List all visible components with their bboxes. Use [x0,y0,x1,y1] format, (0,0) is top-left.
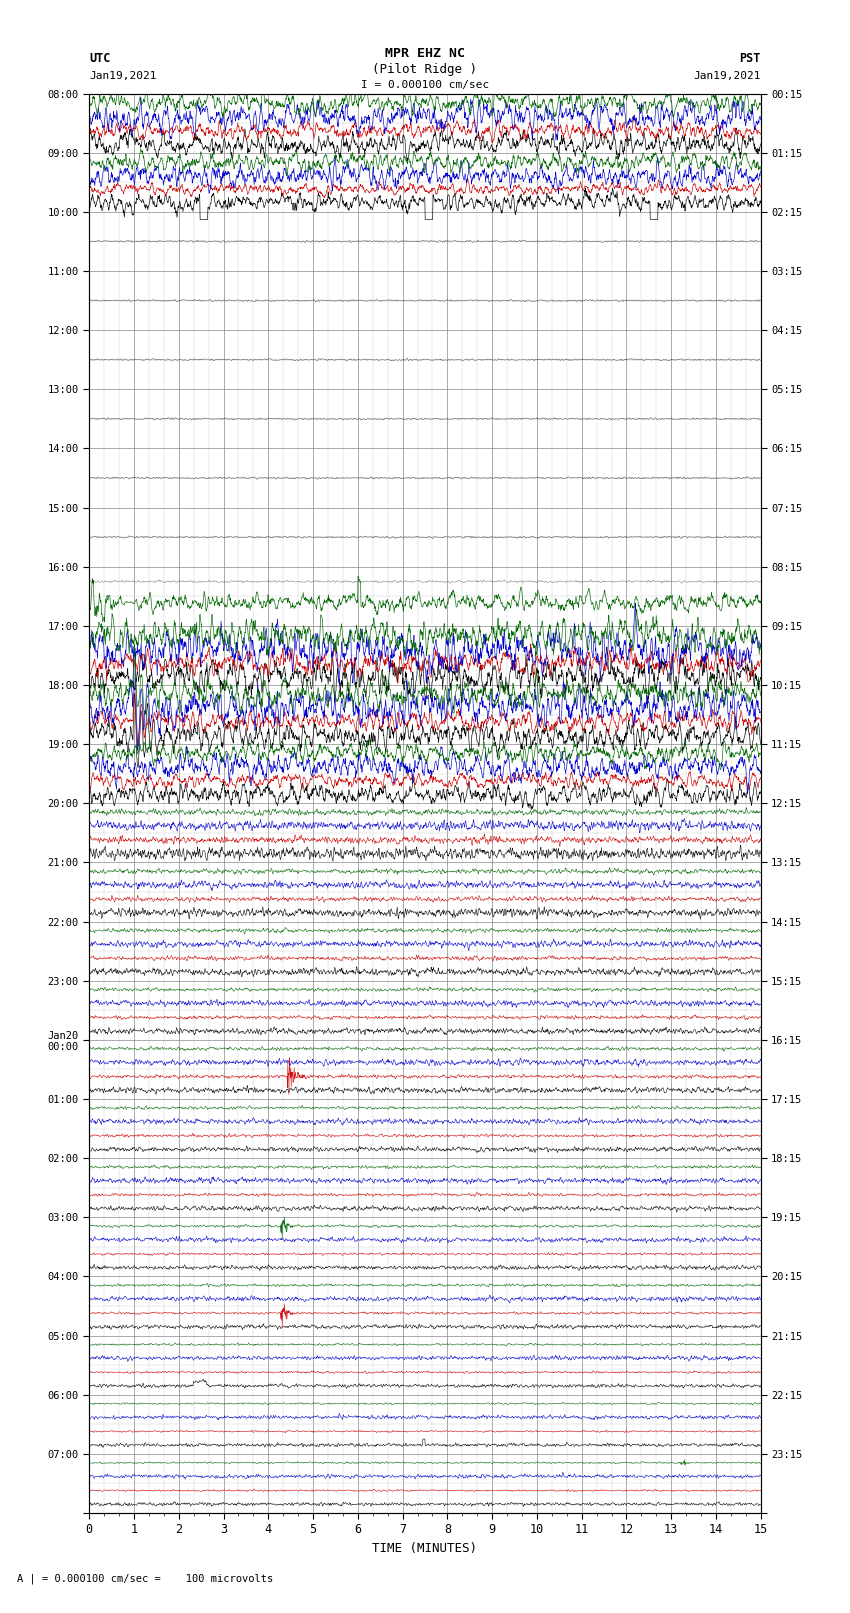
X-axis label: TIME (MINUTES): TIME (MINUTES) [372,1542,478,1555]
Text: PST: PST [740,52,761,65]
Text: MPR EHZ NC: MPR EHZ NC [385,47,465,60]
Text: I = 0.000100 cm/sec: I = 0.000100 cm/sec [361,81,489,90]
Text: Jan19,2021: Jan19,2021 [89,71,156,81]
Text: UTC: UTC [89,52,110,65]
Text: Jan19,2021: Jan19,2021 [694,71,761,81]
Text: (Pilot Ridge ): (Pilot Ridge ) [372,63,478,76]
Text: A | = 0.000100 cm/sec =    100 microvolts: A | = 0.000100 cm/sec = 100 microvolts [17,1573,273,1584]
